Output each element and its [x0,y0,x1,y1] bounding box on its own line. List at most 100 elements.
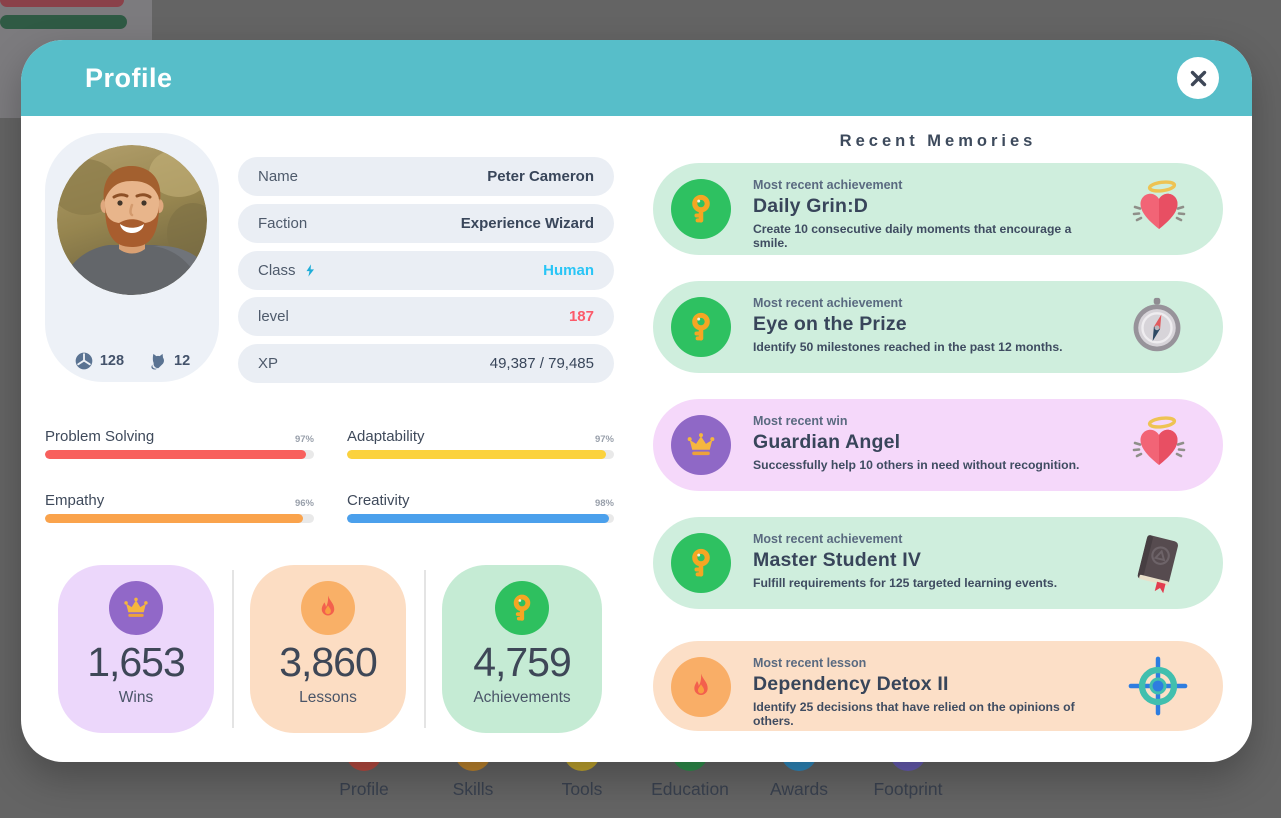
skill-percent: 96% [294,498,314,509]
skill-adaptability: Adaptability 97% [347,424,614,459]
skill-bar-track [347,450,614,459]
nav-label: Skills [452,779,494,799]
field-label: Faction [258,215,308,232]
field-value: Experience Wizard [460,215,594,232]
memory-card[interactable]: Most recent win Guardian Angel Successfu… [653,399,1223,491]
cat-icon [151,353,165,370]
field-label-text: Class [258,262,296,279]
field-value: 187 [568,308,594,325]
nav-label: Education [651,779,729,799]
memory-title: Eye on the Prize [753,313,907,335]
avatar [57,145,207,295]
key-icon [692,194,710,223]
memory-card[interactable]: Most recent achievement Daily Grin:D Cre… [653,163,1223,255]
field-label: Name [258,168,299,185]
skill-bar-track [347,514,614,523]
key-icon [692,312,710,341]
key-icon [692,548,710,577]
orb-count: 128 [99,353,125,369]
memory-card[interactable]: Most recent achievement Master Student I… [653,517,1223,609]
field-row-faction: Faction Experience Wizard [238,204,614,243]
field-row-name: Name Peter Cameron [238,157,614,196]
memory-text: Most recent lesson Dependency Detox II I… [753,656,1103,728]
stat-card-wins: 1,653 Wins [58,565,214,733]
memory-circle [671,179,731,239]
memory-desc: Create 10 consecutive daily moments that… [753,222,1072,250]
skill-empathy: Empathy 96% [45,488,314,523]
field-row-level: level 187 [238,297,614,336]
orb-icon [75,352,93,370]
memory-desc: Successfully help 10 others in need with… [753,458,1080,472]
memory-title: Master Student IV [753,549,922,571]
nav-label: Footprint [873,779,943,799]
stat-value: 4,759 [473,639,572,685]
stat-label: Achievements [473,689,571,706]
skill-bar-track [45,514,314,523]
memory-card[interactable]: Most recent achievement Eye on the Prize… [653,281,1223,373]
skill-percent: 98% [594,498,614,509]
stat-circle [109,581,163,635]
background-progress-pill [0,15,127,29]
memory-tag: Most recent achievement [753,532,903,546]
page-title: Profile [85,62,173,93]
modal-header [21,40,1252,116]
stat-card-achievements: 4,759 Achievements [442,565,602,733]
crown-icon [687,433,715,456]
skill-name: Empathy [45,492,105,509]
stat-circle [301,581,355,635]
close-icon [1190,70,1206,86]
memory-tag: Most recent win [753,414,848,428]
recent-memories-title: Recent Memories [839,132,1037,150]
skill-name: Creativity [347,492,410,509]
field-row-class: Class Human [238,251,614,290]
heart-halo-icon [1127,413,1191,477]
field-value: Human [543,262,594,279]
memory-title: Daily Grin:D [753,195,869,217]
flame-icon [694,673,708,695]
memory-desc: Identify 50 milestones reached in the pa… [753,340,1063,354]
field-label: Class [258,262,318,279]
nav-label: Tools [561,779,603,799]
avatar-card: 128 12 [45,133,219,382]
skill-percent: 97% [294,434,314,445]
avatar-photo [57,145,207,295]
memory-card[interactable]: Most recent lesson Dependency Detox II I… [653,641,1223,731]
stat-divider [232,570,234,728]
heart-halo-icon [1127,177,1191,241]
memory-circle [671,297,731,357]
cat-count: 12 [174,353,191,369]
skill-bar-fill [45,450,306,459]
close-button[interactable] [1177,57,1219,99]
memory-tag: Most recent lesson [753,656,867,670]
skill-bar-fill [347,514,609,523]
stat-divider [424,570,426,728]
memory-text: Most recent achievement Master Student I… [753,532,1103,590]
field-row-xp: XP 49,387 / 79,485 [238,344,614,383]
memory-text: Most recent achievement Daily Grin:D Cre… [753,178,1103,250]
memory-title: Dependency Detox II [753,673,949,695]
stat-value: 3,860 [279,639,378,685]
stat-label: Wins [118,689,154,706]
compass-icon [1127,295,1191,359]
skill-name: Problem Solving [45,428,155,445]
memory-desc: Fulfill requirements for 125 targeted le… [753,576,1058,590]
memory-circle [671,657,731,717]
memory-tag: Most recent achievement [753,178,903,192]
memory-desc: Identify 25 decisions that have relied o… [753,700,1075,728]
key-icon [513,594,531,621]
memory-tag: Most recent achievement [753,296,903,310]
stat-label: Lessons [299,689,357,706]
memory-circle [671,533,731,593]
lightning-icon [306,264,314,277]
field-label: level [258,308,289,325]
skill-bar-fill [347,450,606,459]
crown-icon [124,597,148,617]
memory-text: Most recent achievement Eye on the Prize… [753,296,1103,354]
skill-bar-track [45,450,314,459]
skill-creativity: Creativity 98% [347,488,614,523]
skill-bar-fill [45,514,304,523]
field-value: Peter Cameron [487,168,594,185]
stat-value: 1,653 [87,639,186,685]
memory-title: Guardian Angel [753,431,901,453]
